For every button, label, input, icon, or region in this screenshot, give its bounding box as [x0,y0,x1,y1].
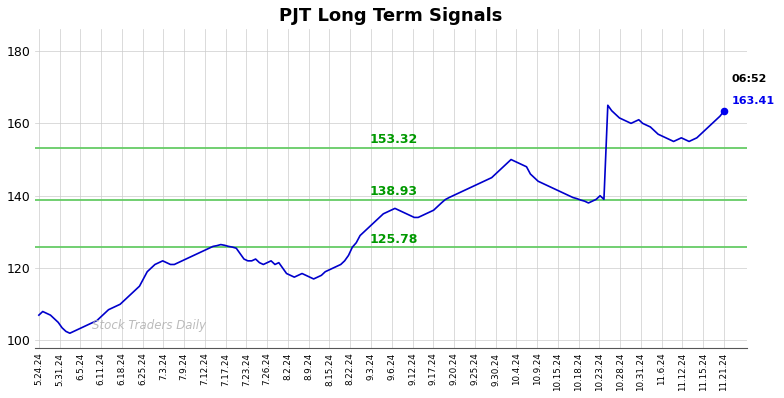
Text: 138.93: 138.93 [369,185,418,198]
Title: PJT Long Term Signals: PJT Long Term Signals [279,7,503,25]
Point [717,108,730,114]
Text: 163.41: 163.41 [731,96,775,106]
Text: 125.78: 125.78 [369,233,418,246]
Text: 06:52: 06:52 [731,74,767,84]
Text: Stock Traders Daily: Stock Traders Daily [92,318,206,332]
Text: 153.32: 153.32 [369,133,418,146]
